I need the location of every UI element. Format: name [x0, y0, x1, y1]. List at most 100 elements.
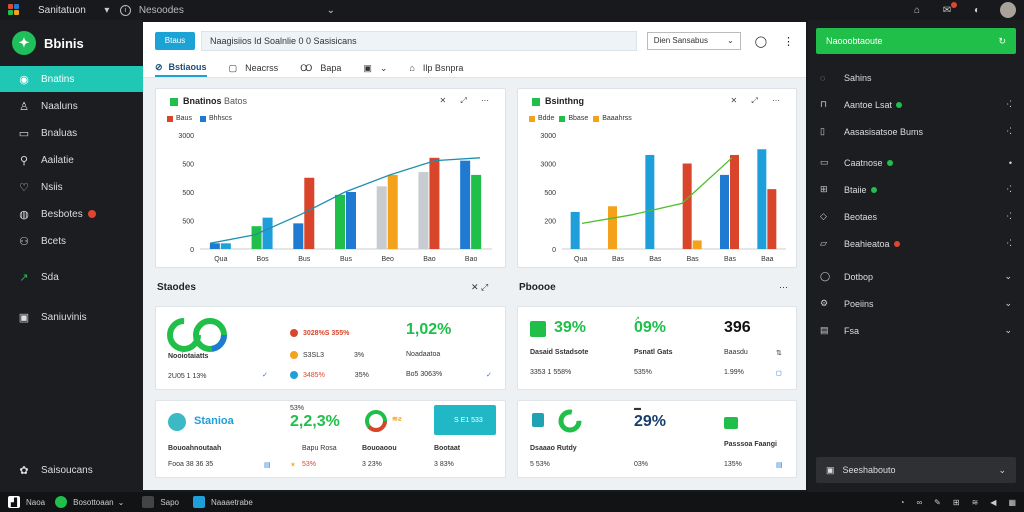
status-pill[interactable]: Btaus: [155, 32, 195, 50]
tab-label: Ilp Bsnpra: [422, 63, 464, 73]
sidebar-footer-label: Saisoucans: [41, 464, 93, 476]
edit-icon: ▢: [228, 62, 238, 73]
search-input[interactable]: Naagisiios Id Soalnlie 0 0 Sasisicans: [201, 31, 637, 51]
sidebar-footer[interactable]: ✿ Saisoucans: [0, 457, 143, 483]
sidebar-item-4[interactable]: ⚲ Aailatie: [0, 147, 143, 173]
right-item-7[interactable]: ▱ Beahieatoa ⋅⁚: [808, 230, 1024, 257]
flag-icon: [532, 413, 544, 427]
card-label: Baasdu: [724, 349, 748, 356]
panel-controls[interactable]: ✕ ⤢ ⋯: [439, 96, 495, 105]
tab-2[interactable]: ▢ Neacrss: [229, 59, 279, 77]
spark-icon: ✶: [290, 462, 296, 469]
sidebar-item-label: Bcets: [41, 235, 67, 247]
right-sidebar-header[interactable]: Naooobtaoute ↻: [816, 28, 1016, 54]
status-item[interactable]: Bosottoaan: [73, 497, 114, 507]
top-search-label[interactable]: Nesoodes: [138, 4, 184, 16]
legend-swatch: [593, 115, 600, 122]
avatar[interactable]: [1000, 2, 1016, 18]
legend-label: Baaahrss: [602, 115, 632, 122]
status-item[interactable]: Naoa: [26, 497, 46, 507]
right-item-label: Poeiins: [844, 298, 874, 309]
wifi-icon[interactable]: ≋: [971, 497, 979, 507]
tab-5[interactable]: ⌂ Ilp Bsnpra: [409, 59, 463, 77]
filter-select[interactable]: Dien Sansabus ⌄: [646, 32, 741, 50]
y-tick-label: 500: [182, 190, 194, 197]
tab-1[interactable]: ⊘ Bstiaous: [155, 59, 207, 77]
x-tick-label: Qua: [214, 256, 227, 263]
chart-title-text: Bsinthng: [545, 96, 584, 106]
tag-button[interactable]: S E1 533: [434, 405, 496, 435]
stats-card-4: Dsaaao Rutdy 5 53% ▬ 29% 03% Passsoa Faa…: [517, 400, 797, 478]
brand[interactable]: ✦ Bbinis: [0, 20, 143, 66]
chevron-down-icon: ⌄: [726, 36, 734, 45]
card-value: 29%: [634, 413, 667, 430]
edit-icon[interactable]: ✎: [934, 497, 941, 507]
taskbar-app-icon[interactable]: [55, 496, 68, 508]
sidebar-item-6[interactable]: ◍ Besbotes: [0, 201, 143, 227]
right-item-8[interactable]: ◯ Dotbop ⌄: [808, 263, 1024, 290]
right-item-6[interactable]: ◇ Beotaes ⋅⁚: [808, 203, 1024, 230]
sort-icon[interactable]: ⇅: [776, 350, 782, 357]
right-item-4[interactable]: ▭ Caatnose •: [808, 149, 1024, 176]
right-item-9[interactable]: ⚙ Poeiins ⌄: [808, 290, 1024, 317]
sidebar-item-8[interactable]: ↗ Sda: [0, 264, 143, 290]
tab-3[interactable]: Ꝏ Bapa: [300, 59, 341, 77]
doc-icon: ▯: [820, 126, 825, 136]
right-item-1[interactable]: ◌ Sahins: [808, 64, 1024, 91]
settings-icon[interactable]: ◐: [973, 4, 981, 16]
right-item-5[interactable]: ⊞ Btaiie ⋅⁚: [808, 176, 1024, 203]
sidebar-item-3[interactable]: ▭ Bnaluas: [0, 120, 143, 146]
right-item-3[interactable]: ▯ Aasasisatsoe Bums ⋅⁚: [808, 118, 1024, 145]
folder-icon: ▭: [18, 127, 30, 140]
card-row: 3028%S 355%: [290, 329, 349, 337]
sidebar-item-7[interactable]: ⚇ Bcets: [0, 228, 143, 254]
right-item-trail: •: [1008, 157, 1012, 168]
section-title-right: Pboooe: [519, 282, 556, 293]
right-item-label: Btaiie: [844, 184, 867, 195]
right-sidebar-footer[interactable]: ▣ Seeshabouto ⌄: [816, 457, 1016, 483]
grid-icon[interactable]: ⊞: [952, 497, 960, 507]
sidebar-item-5[interactable]: ♡ Nsiis: [0, 174, 143, 200]
menu-chevron-icon[interactable]: ▾: [104, 4, 110, 16]
card-row-pct: 35%: [354, 371, 369, 379]
right-item-label: Sahins: [844, 72, 872, 83]
taskbar-app-icon[interactable]: [142, 496, 155, 508]
taskbar-app-icon[interactable]: ▟: [8, 496, 20, 508]
right-item-label: Caatnose: [844, 157, 883, 168]
mail-icon[interactable]: ✉: [940, 2, 957, 17]
volume-icon[interactable]: ◀: [990, 497, 997, 507]
card-row-value: 3028%S 355%: [303, 329, 350, 337]
taskbar-app-icon[interactable]: [193, 496, 205, 508]
right-item-2[interactable]: ⊓ Aantoe Lsat ⋅⁚: [808, 91, 1024, 118]
status-item[interactable]: Naaaetrabe: [211, 497, 253, 507]
tab-4[interactable]: ▣ ⌄: [363, 59, 387, 77]
chevron-down-icon[interactable]: ⌄: [326, 4, 336, 16]
bar: [767, 189, 777, 249]
card-label: Bootaat: [434, 445, 461, 452]
card-value: 3 23%: [362, 461, 382, 468]
chart-title: Bnatinos Batos: [170, 96, 247, 106]
panel-controls[interactable]: ✕ ⤢ ⋯: [730, 96, 786, 105]
chevron-down-icon: ⌄: [1004, 298, 1012, 308]
bar: [376, 186, 387, 249]
info-icon[interactable]: i: [119, 4, 131, 16]
sidebar-item-2[interactable]: ♙ Naaluns: [0, 93, 143, 119]
sidebar-item-1[interactable]: ◉ Bnatins: [0, 66, 143, 92]
section-controls-left[interactable]: ✕ ⤢: [471, 282, 489, 292]
link-icon[interactable]: ∞: [916, 497, 923, 507]
chart-title-icon: [170, 97, 178, 106]
status-item[interactable]: Sapo: [160, 497, 179, 507]
clock-icon[interactable]: ◔: [899, 497, 905, 507]
right-item-10[interactable]: ▤ Fsa ⌄: [808, 317, 1024, 344]
calendar-icon[interactable]: ▦: [1008, 497, 1016, 507]
refresh-icon[interactable]: ◯: [754, 35, 767, 48]
sidebar-item-9[interactable]: ▣ Saniuvinis: [0, 304, 143, 330]
bar: [730, 154, 739, 249]
bar: [608, 206, 617, 249]
x-tick-label: Bus: [298, 256, 311, 263]
sidebar-item-label: Naaluns: [41, 100, 78, 112]
section-controls-right[interactable]: ⋯: [779, 282, 788, 292]
more-vert-icon[interactable]: ⋮: [783, 35, 794, 48]
notification-icon[interactable]: ⌂: [913, 4, 921, 16]
card-footer-value: Fooa 38 36 35: [168, 461, 214, 468]
